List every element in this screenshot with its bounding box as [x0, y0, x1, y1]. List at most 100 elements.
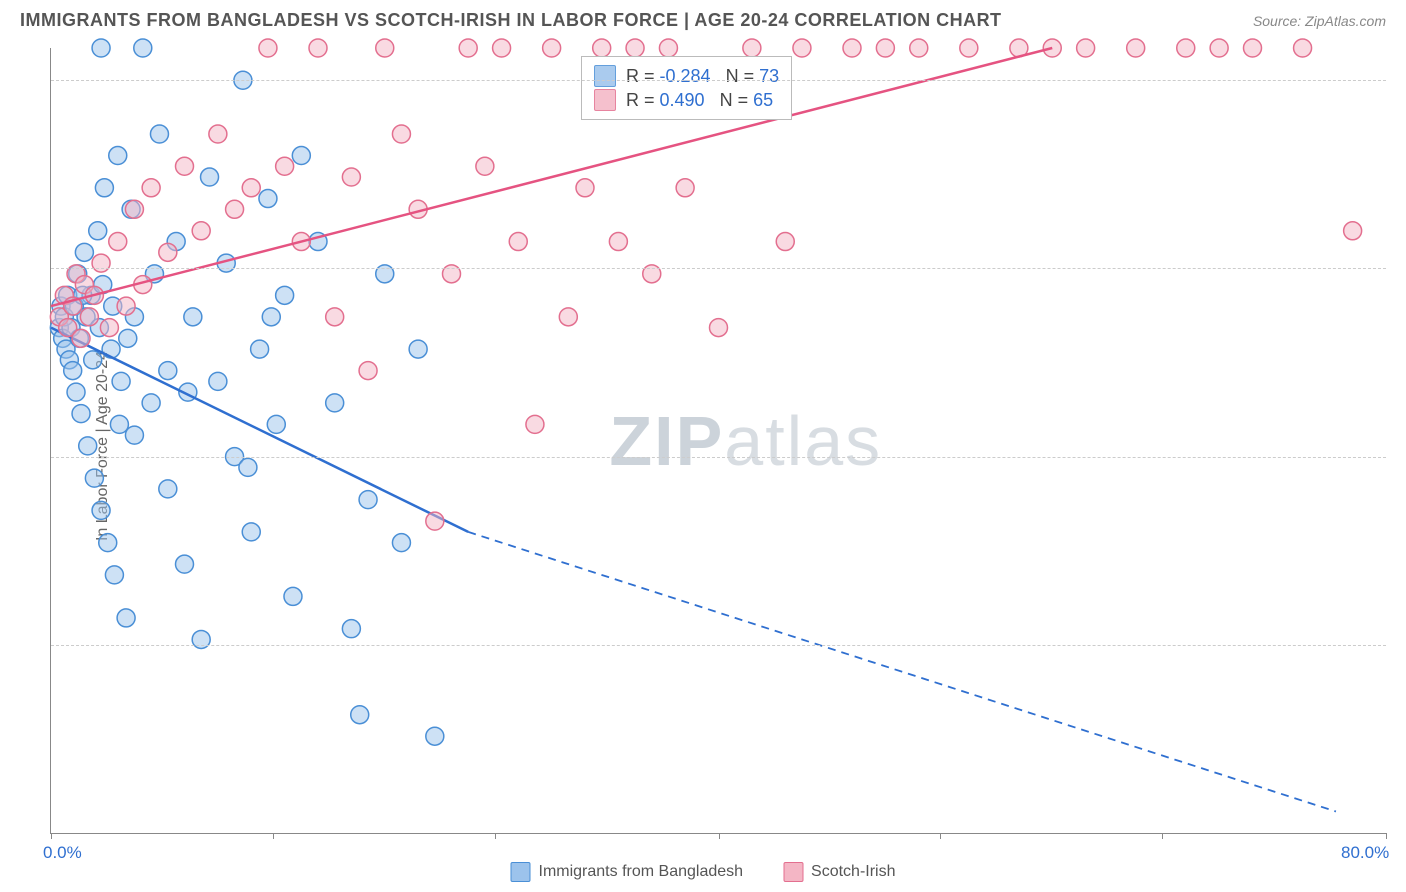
data-point — [1077, 39, 1095, 57]
data-point — [242, 523, 260, 541]
stats-text: R = 0.490 N = 65 — [626, 90, 773, 111]
data-point — [351, 706, 369, 724]
data-point — [64, 362, 82, 380]
data-point — [75, 243, 93, 261]
data-point — [209, 372, 227, 390]
data-point — [92, 39, 110, 57]
x-tick — [1386, 833, 1387, 839]
data-point — [72, 405, 90, 423]
data-point — [1127, 39, 1145, 57]
data-point — [359, 362, 377, 380]
data-point — [1210, 39, 1228, 57]
data-point — [593, 39, 611, 57]
data-point — [99, 534, 117, 552]
data-point — [150, 125, 168, 143]
data-point — [89, 222, 107, 240]
data-point — [109, 147, 127, 165]
stats-row: R = 0.490 N = 65 — [594, 89, 779, 111]
y-tick-label: 100.0% — [1396, 70, 1406, 90]
data-point — [676, 179, 694, 197]
x-tick-label: 0.0% — [43, 843, 82, 863]
data-point — [192, 222, 210, 240]
y-tick-label: 47.5% — [1396, 635, 1406, 655]
data-point — [259, 39, 277, 57]
data-point — [1177, 39, 1195, 57]
data-point — [876, 39, 894, 57]
data-point — [226, 200, 244, 218]
data-point — [793, 39, 811, 57]
data-point — [609, 233, 627, 251]
data-point — [125, 200, 143, 218]
data-point — [267, 415, 285, 433]
correlation-stats-box: R = -0.284 N = 73 R = 0.490 N = 65 — [581, 56, 792, 120]
bottom-legend: Immigrants from Bangladesh Scotch-Irish — [511, 862, 896, 882]
data-point — [392, 125, 410, 143]
data-point — [110, 415, 128, 433]
data-point — [526, 415, 544, 433]
data-point — [626, 39, 644, 57]
data-point — [159, 243, 177, 261]
data-point — [1244, 39, 1262, 57]
data-point — [543, 39, 561, 57]
data-point — [134, 39, 152, 57]
data-point — [102, 340, 120, 358]
data-point — [359, 491, 377, 509]
data-point — [743, 39, 761, 57]
data-point — [376, 39, 394, 57]
data-point — [342, 620, 360, 638]
data-point — [117, 609, 135, 627]
legend-label: Immigrants from Bangladesh — [539, 863, 744, 881]
data-point — [559, 308, 577, 326]
data-point — [184, 308, 202, 326]
data-point — [409, 340, 427, 358]
data-point — [85, 469, 103, 487]
header: IMMIGRANTS FROM BANGLADESH VS SCOTCH-IRI… — [0, 0, 1406, 37]
data-point — [284, 587, 302, 605]
data-point — [239, 458, 257, 476]
stats-text: R = -0.284 N = 73 — [626, 66, 779, 87]
legend-swatch — [783, 862, 803, 882]
data-point — [843, 39, 861, 57]
data-point — [309, 39, 327, 57]
data-point — [493, 39, 511, 57]
data-point — [176, 157, 194, 175]
data-point — [392, 534, 410, 552]
data-point — [92, 501, 110, 519]
legend-swatch — [594, 65, 616, 87]
data-point — [426, 727, 444, 745]
y-tick-label: 65.0% — [1396, 447, 1406, 467]
gridline — [51, 645, 1386, 646]
data-point — [342, 168, 360, 186]
data-point — [509, 233, 527, 251]
data-point — [209, 125, 227, 143]
data-point — [72, 329, 90, 347]
data-point — [201, 168, 219, 186]
x-tick — [1162, 833, 1163, 839]
data-point — [1294, 39, 1312, 57]
x-tick — [51, 833, 52, 839]
data-point — [105, 566, 123, 584]
data-point — [659, 39, 677, 57]
chart-title: IMMIGRANTS FROM BANGLADESH VS SCOTCH-IRI… — [20, 10, 1002, 31]
legend-item: Immigrants from Bangladesh — [511, 862, 744, 882]
data-point — [117, 297, 135, 315]
chart-plot-area: ZIPatlas R = -0.284 N = 73R = 0.490 N = … — [50, 48, 1386, 834]
data-point — [159, 362, 177, 380]
data-point — [576, 179, 594, 197]
data-point — [276, 157, 294, 175]
data-point — [910, 39, 928, 57]
legend-swatch — [511, 862, 531, 882]
data-point — [326, 394, 344, 412]
source-label: Source: ZipAtlas.com — [1253, 13, 1386, 29]
scatter-plot-svg — [51, 48, 1386, 833]
data-point — [109, 233, 127, 251]
x-tick — [273, 833, 274, 839]
legend-swatch — [594, 89, 616, 111]
data-point — [159, 480, 177, 498]
data-point — [125, 426, 143, 444]
data-point — [1344, 222, 1362, 240]
legend-item: Scotch-Irish — [783, 862, 895, 882]
data-point — [960, 39, 978, 57]
data-point — [79, 437, 97, 455]
data-point — [426, 512, 444, 530]
